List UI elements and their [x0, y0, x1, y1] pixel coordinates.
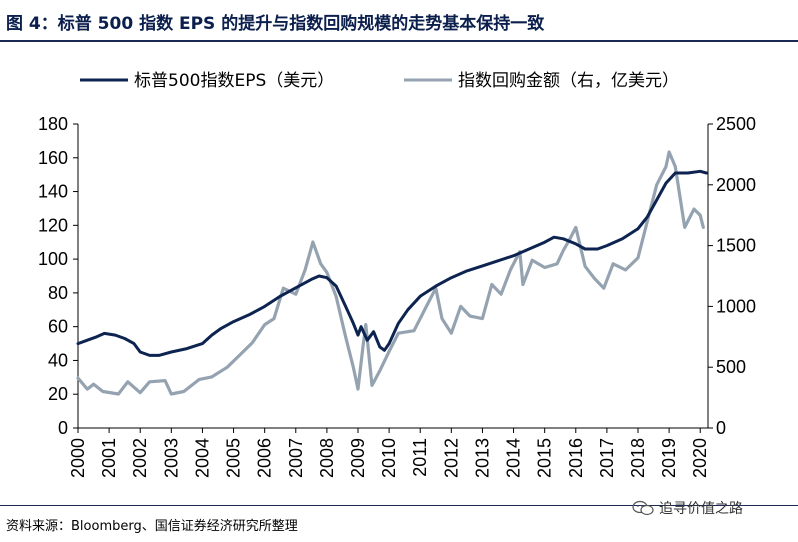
x-tick-label: 2009: [348, 438, 368, 478]
y-left-tick-label: 0: [58, 418, 68, 438]
x-tick-label: 2004: [192, 438, 212, 478]
y-right-tick-label: 1000: [716, 296, 756, 316]
x-tick-label: 2018: [628, 438, 648, 478]
x-tick-label: 2008: [317, 438, 337, 478]
x-tick-label: 2020: [690, 438, 710, 478]
x-tick-label: 2006: [255, 438, 275, 478]
footer-divider: [0, 505, 798, 506]
y-right-tick-label: 500: [716, 357, 746, 377]
legend-label-eps: 标普500指数EPS（美元）: [134, 71, 334, 91]
watermark-text: 追寻价值之路: [659, 501, 743, 517]
y-right-tick-label: 0: [716, 418, 726, 438]
source-note: 资料来源：Bloomberg、国信证券经济研究所整理: [6, 519, 298, 534]
y-left-tick-label: 40: [48, 350, 68, 370]
x-tick-label: 2016: [566, 438, 586, 478]
x-tick-label: 2002: [130, 438, 150, 478]
legend: 标普500指数EPS（美元） 指数回购金额（右，亿美元）: [80, 71, 679, 91]
x-tick-label: 2014: [504, 438, 524, 478]
series-lines: [76, 150, 708, 396]
x-tick-label: 2011: [410, 438, 430, 477]
y-right-tick-label: 1500: [716, 236, 756, 256]
series-line-buyback: [76, 150, 705, 396]
wechat-icon: [632, 500, 654, 516]
x-tick-label: 2012: [441, 438, 461, 478]
y-left-tick-label: 160: [38, 148, 68, 168]
x-tick-label: 2017: [597, 438, 617, 478]
x-tick-label: 2007: [286, 438, 306, 478]
x-tick-label: 2010: [379, 438, 399, 478]
y-left-tick-label: 140: [38, 182, 68, 202]
watermark: 追寻价值之路: [632, 498, 743, 518]
legend-label-buyback: 指数回购金额（右，亿美元）: [458, 71, 679, 91]
figure-title: 图 4：标普 500 指数 EPS 的提升与指数回购规模的走势基本保持一致: [6, 14, 545, 34]
y-left-tick-label: 100: [38, 249, 68, 269]
y-right-tick-label: 2500: [716, 114, 756, 134]
series-line-eps: [76, 169, 708, 357]
x-tick-label: 2003: [161, 438, 181, 478]
x-tick-label: 2005: [224, 438, 244, 478]
y-left-tick-label: 80: [48, 283, 68, 303]
x-tick-label: 2000: [68, 438, 88, 478]
axes: 0 20 40 60 80 100 120 140 160 180 0 500 1000 1500 2000…: [38, 114, 756, 478]
y-left-tick-label: 20: [48, 384, 68, 404]
line-chart: 标普500指数EPS（美元） 指数回购金额（右，亿美元） 0 20 40 60 80 10…: [38, 71, 756, 478]
x-tick-label: 2013: [472, 438, 492, 478]
x-tick-label: 2001: [99, 438, 119, 478]
y-left-tick-label: 180: [38, 114, 68, 134]
y-left-tick-label: 60: [48, 317, 68, 337]
x-tick-label: 2015: [535, 438, 555, 478]
y-left-tick-label: 120: [38, 215, 68, 235]
x-tick-label: 2019: [659, 438, 679, 478]
y-right-tick-label: 2000: [716, 175, 756, 195]
title-divider: [0, 40, 798, 42]
